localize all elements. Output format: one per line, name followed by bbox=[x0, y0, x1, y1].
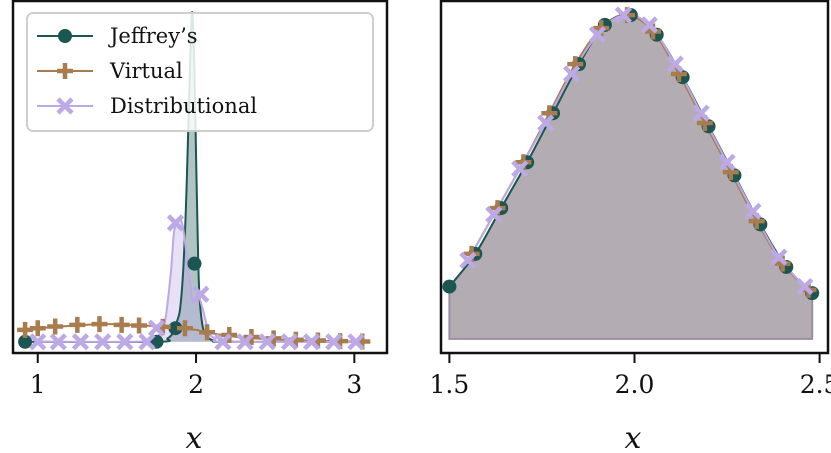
left-x-ticks: 1 2 3 bbox=[30, 353, 362, 399]
left-distributional-point bbox=[280, 333, 299, 351]
legend-items: Jeffrey’s Virtual Distributional bbox=[37, 24, 257, 118]
right-x-tick-label: 2.0 bbox=[615, 370, 655, 399]
right-distributional-point bbox=[692, 104, 710, 122]
right-x-axis-label: x bbox=[625, 421, 642, 453]
left-distributional-point bbox=[94, 333, 112, 351]
left-distributional-point bbox=[258, 333, 276, 351]
left-virtual-point bbox=[29, 320, 46, 337]
legend-distributional-marker bbox=[56, 97, 74, 115]
right-x-tick-label: 2.5 bbox=[800, 370, 831, 399]
left-distributional-point bbox=[116, 333, 134, 351]
left-distributional-fill bbox=[37, 219, 363, 343]
left-distributional-point bbox=[49, 333, 67, 351]
right-distributional-point bbox=[744, 202, 762, 220]
left-jeffrey-s-point bbox=[18, 334, 33, 349]
left-distributional-point bbox=[214, 333, 232, 351]
left-distributional-point bbox=[71, 333, 90, 351]
left-virtual-point bbox=[91, 316, 108, 333]
left-plot-area bbox=[17, 11, 371, 351]
legend-jeffrey-s-label: Jeffrey’s bbox=[108, 24, 198, 48]
left-distributional-point bbox=[147, 319, 166, 337]
left-distributional-point bbox=[166, 214, 185, 232]
left-jeffrey-s-point bbox=[187, 256, 202, 271]
left-virtual-point bbox=[113, 316, 130, 333]
left-virtual-point bbox=[47, 318, 64, 335]
right-distributional-point bbox=[640, 16, 658, 34]
chart-left: 1 2 3 x Jeffrey’s Virtual Distributional bbox=[11, 0, 389, 453]
legend: Jeffrey’s Virtual Distributional bbox=[26, 12, 374, 132]
legend-virtual-label: Virtual bbox=[109, 59, 183, 83]
right-distributional-point bbox=[770, 248, 788, 266]
left-x-tick-label: 3 bbox=[346, 370, 362, 399]
left-jeffrey-s-point bbox=[168, 321, 183, 336]
left-distributional-point bbox=[303, 333, 321, 351]
left-distributional-point bbox=[29, 333, 47, 351]
right-distributional-point bbox=[614, 6, 632, 24]
right-distributional-point bbox=[796, 277, 814, 296]
legend-distributional-label: Distributional bbox=[110, 94, 257, 118]
chart-right: 1.5 2.0 2.5 x bbox=[430, 0, 831, 453]
left-x-tick-label: 1 bbox=[30, 370, 46, 399]
left-virtual-point bbox=[199, 324, 216, 341]
right-jeffrey-s-point bbox=[442, 279, 457, 294]
left-jeffrey-s-fill bbox=[25, 12, 371, 343]
right-distributional-point bbox=[666, 55, 684, 73]
right-distributional-point bbox=[537, 114, 555, 132]
left-distributional-point bbox=[347, 333, 365, 351]
left-virtual-point bbox=[176, 320, 193, 337]
left-distributional-point bbox=[236, 333, 254, 351]
right-x-ticks: 1.5 2.0 2.5 bbox=[430, 353, 831, 399]
right-distributional-point bbox=[485, 206, 503, 224]
legend-virtual-marker bbox=[57, 63, 73, 79]
left-distributional-point bbox=[192, 285, 210, 303]
right-distributional-point bbox=[718, 153, 736, 171]
left-x-axis-label: x bbox=[186, 421, 203, 453]
left-virtual-point bbox=[131, 317, 148, 334]
right-density-fill bbox=[448, 13, 814, 340]
right-distributional-point bbox=[562, 65, 581, 83]
left-x-tick-label: 2 bbox=[188, 370, 204, 399]
left-axes-frame bbox=[11, 0, 389, 355]
right-distributional-point bbox=[588, 26, 607, 44]
right-x-tick-label: 1.5 bbox=[430, 370, 470, 399]
legend-jeffrey-s-marker bbox=[58, 29, 72, 43]
left-distributional-point bbox=[138, 333, 156, 351]
right-distributional-point bbox=[459, 251, 477, 270]
left-virtual-point bbox=[69, 316, 86, 333]
right-distributional-point bbox=[511, 160, 529, 178]
right-plot-area bbox=[442, 6, 820, 340]
legend-box bbox=[26, 12, 374, 132]
left-distributional-point bbox=[325, 333, 343, 351]
